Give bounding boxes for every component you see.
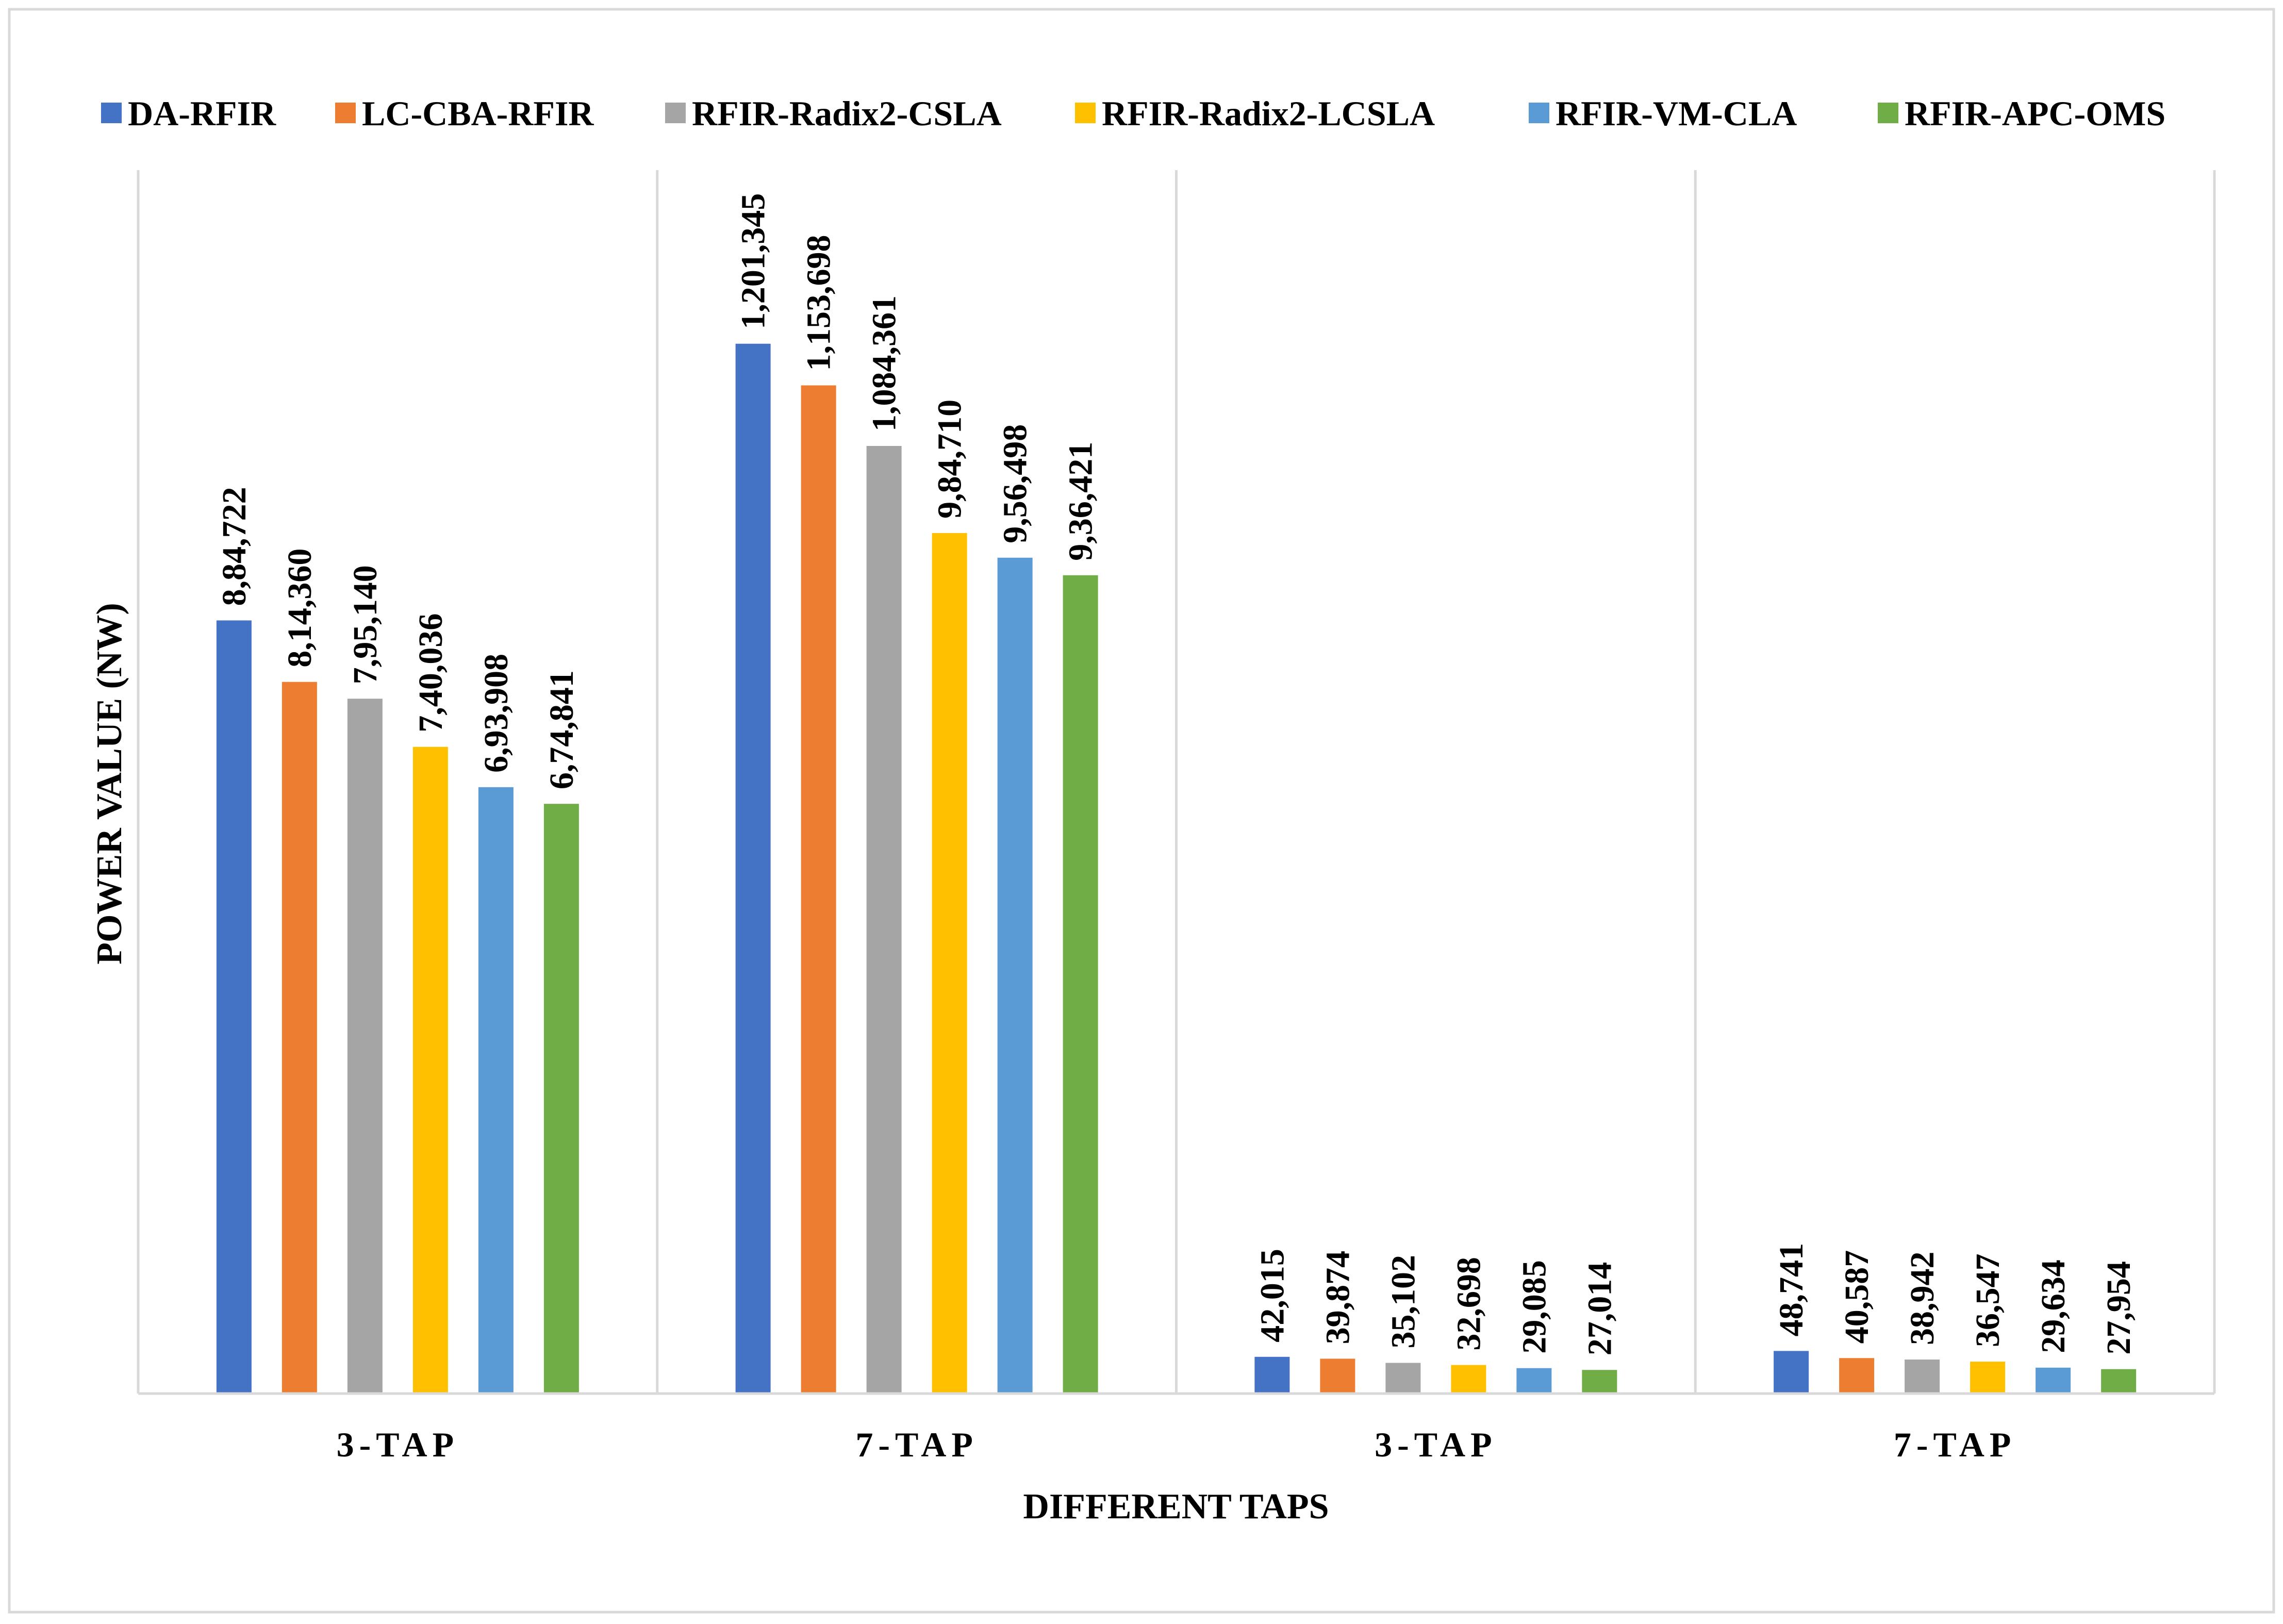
data-label: 1,084,361 <box>866 295 903 432</box>
bar-lc-cba-rfir-1 <box>282 682 317 1394</box>
data-label: 6,93,908 <box>477 654 515 773</box>
bar-rfir-radix2-lcsla-1 <box>412 747 448 1394</box>
data-label: 42,015 <box>1253 1249 1291 1343</box>
bar-rfir-apc-oms-1 <box>543 804 579 1394</box>
legend: DA-RFIR LC-CBA-RFIR RFIR-Radix2-CSLA RFIR-R… <box>101 94 2165 133</box>
data-label: 27,014 <box>1581 1262 1618 1356</box>
bar-rfir-radix2-csla-4 <box>1905 1359 1940 1394</box>
bar-da-rfir-2 <box>735 343 771 1394</box>
data-label: 35,102 <box>1384 1255 1422 1349</box>
bar-rfir-apc-oms-3 <box>1582 1370 1617 1394</box>
data-label: 6,74,841 <box>543 670 581 789</box>
data-label: 40,587 <box>1838 1250 1876 1344</box>
x-tick-labels: 3-TAP 7-TAP 3-TAP 7-TAP <box>337 1425 2016 1464</box>
bar-rfir-radix2-lcsla-2 <box>932 533 967 1394</box>
data-label: 8,84,722 <box>216 487 253 606</box>
data-label: 39,874 <box>1319 1251 1356 1345</box>
x-tick-label: 3-TAP <box>337 1425 459 1464</box>
x-axis-title: DIFFERENT TAPS <box>1023 1487 1329 1527</box>
bar-rfir-apc-oms-4 <box>2101 1369 2137 1394</box>
bars <box>216 343 2137 1394</box>
legend-swatch-6 <box>1878 103 1898 123</box>
category-dividers <box>137 170 2216 1394</box>
x-tick-label: 7-TAP <box>1894 1425 2016 1464</box>
data-label: 38,942 <box>1904 1251 1941 1345</box>
bar-rfir-radix2-lcsla-4 <box>1970 1362 2006 1394</box>
data-label: 29,634 <box>2034 1260 2072 1353</box>
bar-rfir-radix2-csla-3 <box>1385 1363 1421 1394</box>
data-label: 8,14,360 <box>281 549 319 668</box>
legend-swatch-4 <box>1075 103 1096 123</box>
y-axis-title: POWER VALUE (NW) <box>90 603 129 964</box>
data-label: 36,547 <box>1969 1254 2007 1348</box>
data-label: 1,201,345 <box>735 193 772 329</box>
data-label: 7,40,036 <box>412 614 450 733</box>
legend-swatch-3 <box>665 103 686 123</box>
data-label: 32,698 <box>1450 1257 1487 1351</box>
data-label: 9,56,498 <box>997 424 1034 543</box>
bar-rfir-vm-cla-4 <box>2036 1367 2071 1394</box>
bar-rfir-vm-cla-3 <box>1516 1368 1552 1394</box>
x-tick-label: 3-TAP <box>1375 1425 1497 1464</box>
data-label: 9,36,421 <box>1062 442 1100 561</box>
bar-rfir-vm-cla-1 <box>478 787 514 1394</box>
bar-da-rfir-4 <box>1774 1351 1809 1394</box>
bar-lc-cba-rfir-3 <box>1320 1358 1355 1394</box>
data-label: 9,84,710 <box>931 400 969 519</box>
bar-rfir-radix2-lcsla-3 <box>1451 1365 1486 1394</box>
data-label: 48,741 <box>1773 1243 1810 1337</box>
chart-border <box>8 8 2275 1614</box>
data-label: 27,954 <box>2100 1261 2138 1355</box>
data-label: 29,085 <box>1515 1260 1553 1354</box>
legend-label-3: RFIR-Radix2-CSLA <box>692 94 1002 133</box>
legend-swatch-1 <box>101 103 122 123</box>
legend-swatch-5 <box>1529 103 1549 123</box>
bar-lc-cba-rfir-2 <box>801 385 836 1394</box>
legend-label-5: RFIR-VM-CLA <box>1556 94 1797 133</box>
bar-da-rfir-3 <box>1254 1356 1290 1394</box>
data-label: 1,153,698 <box>800 235 838 371</box>
bar-rfir-apc-oms-2 <box>1063 575 1098 1394</box>
legend-swatch-2 <box>335 103 356 123</box>
bar-rfir-vm-cla-2 <box>997 557 1033 1394</box>
bar-rfir-radix2-csla-2 <box>866 446 902 1394</box>
value-labels: 8,84,722 8,14,360 7,95,140 7,40,036 6,93,908… <box>216 193 2138 1355</box>
bar-lc-cba-rfir-4 <box>1839 1358 1875 1394</box>
x-tick-label: 7-TAP <box>855 1425 978 1464</box>
data-label: 7,95,140 <box>346 565 384 684</box>
bar-rfir-radix2-csla-1 <box>347 699 383 1394</box>
legend-label-4: RFIR-Radix2-LCSLA <box>1102 94 1435 133</box>
bar-da-rfir-1 <box>216 620 252 1394</box>
legend-label-1: DA-RFIR <box>128 94 276 133</box>
legend-label-6: RFIR-APC-OMS <box>1905 94 2165 133</box>
legend-label-2: LC-CBA-RFIR <box>362 94 594 133</box>
